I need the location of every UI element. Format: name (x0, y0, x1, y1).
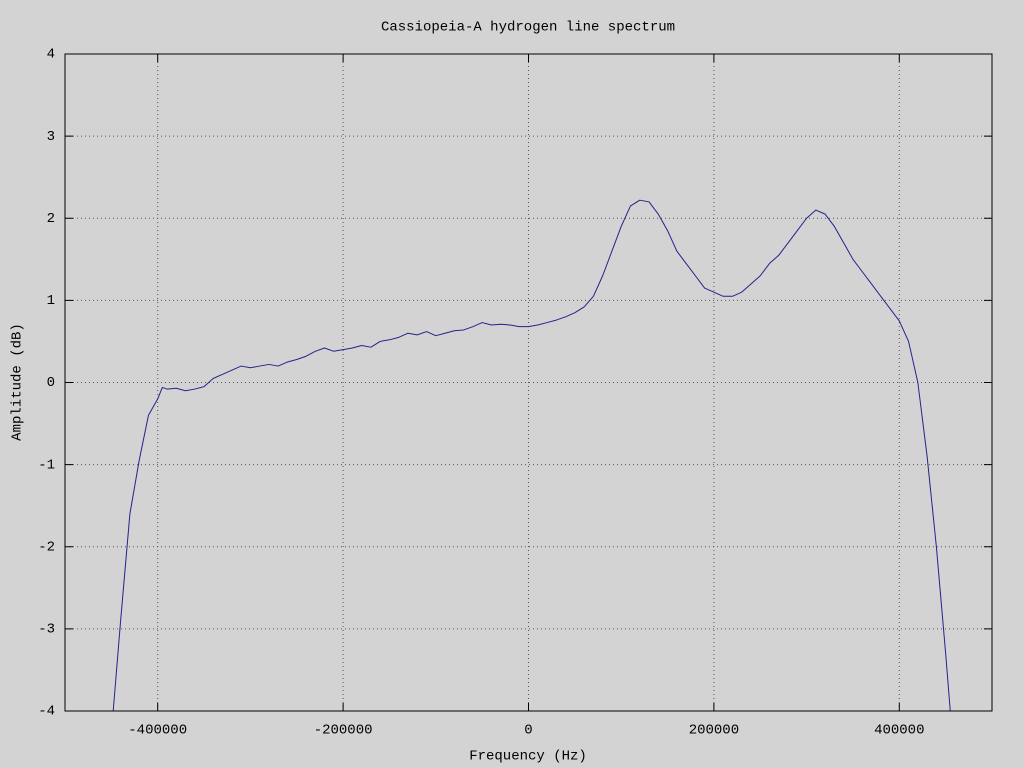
plot-area (112, 199, 951, 712)
x-tick-label: 400000 (874, 723, 924, 739)
y-tick-label: 4 (47, 47, 55, 63)
y-tick-label: -1 (38, 457, 55, 473)
x-tick-label: -400000 (128, 723, 187, 739)
line-series (112, 199, 951, 712)
y-tick-label: 2 (47, 211, 55, 227)
chart-title: Cassiopeia-A hydrogen line spectrum (381, 20, 675, 36)
y-tick-label: 3 (47, 129, 55, 145)
y-tick-label: -2 (38, 539, 55, 555)
x-tick-label: 0 (524, 723, 532, 739)
y-tick-label: 0 (47, 375, 55, 391)
y-axis-label: Amplitude (dB) (10, 323, 26, 441)
grid (65, 53, 992, 712)
x-tick-label: -200000 (314, 723, 373, 739)
y-tick-label: -3 (38, 622, 55, 638)
x-axis-label: Frequency (Hz) (469, 749, 587, 765)
x-tick-label: 200000 (689, 723, 739, 739)
y-tick-label: -4 (38, 704, 55, 720)
y-tick-label: 1 (47, 293, 55, 309)
